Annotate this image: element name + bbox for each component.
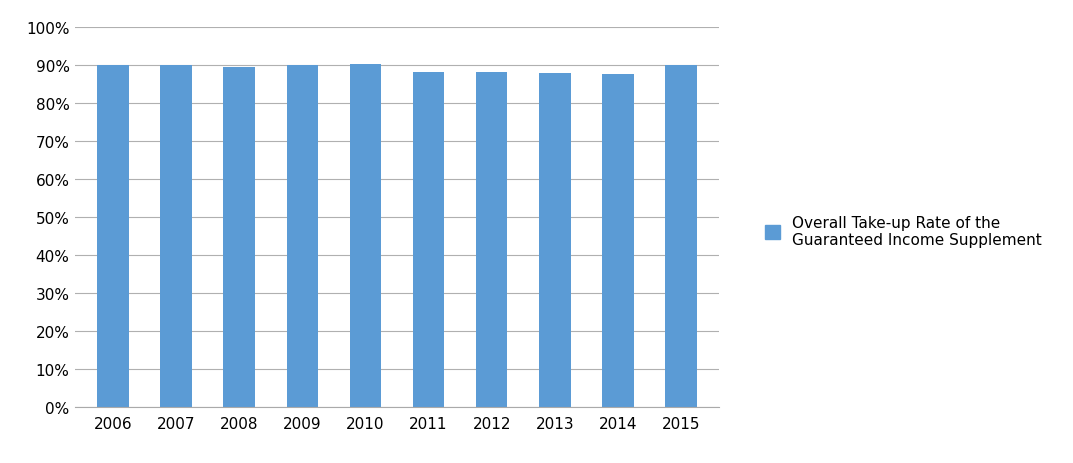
- Bar: [602, 75, 634, 407]
- Bar: [223, 68, 255, 407]
- Bar: [350, 65, 381, 407]
- Bar: [539, 74, 571, 407]
- Bar: [413, 73, 444, 407]
- Bar: [98, 65, 129, 407]
- Bar: [160, 66, 192, 407]
- Bar: [476, 73, 508, 407]
- Legend: Overall Take-up Rate of the
Guaranteed Income Supplement: Overall Take-up Rate of the Guaranteed I…: [759, 209, 1048, 254]
- Bar: [286, 66, 318, 407]
- Bar: [665, 65, 696, 407]
